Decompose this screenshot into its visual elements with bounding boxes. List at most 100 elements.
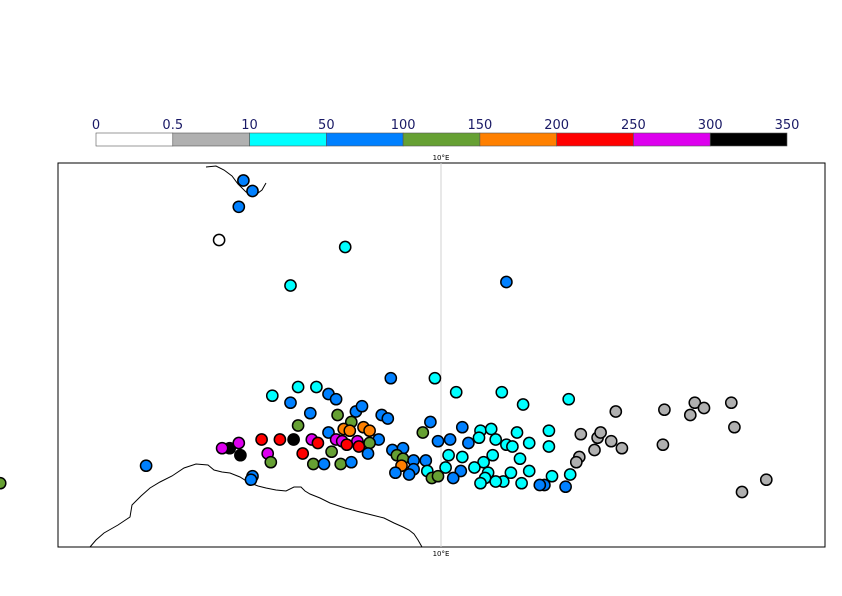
station-marker [683, 408, 697, 422]
station-marker [390, 448, 404, 462]
station-marker [420, 464, 434, 478]
station-marker [223, 441, 237, 455]
station-marker [344, 455, 358, 469]
station-marker [533, 478, 547, 492]
station-marker [396, 452, 410, 466]
station-marker [735, 485, 749, 499]
station-marker [478, 471, 492, 485]
station-marker [604, 434, 618, 448]
station-marker [237, 174, 250, 187]
station-marker [232, 200, 246, 214]
station-marker [306, 457, 320, 471]
station-marker [658, 403, 671, 417]
station-marker [287, 433, 300, 446]
station-marker [462, 436, 475, 450]
station-marker [355, 399, 369, 413]
legend-tick-label: 100 [391, 118, 416, 133]
station-marker [363, 424, 376, 438]
station-marker [724, 396, 738, 410]
station-marker [310, 380, 323, 394]
station-marker [455, 420, 469, 434]
station-marker [468, 461, 481, 474]
station-marker [431, 469, 445, 483]
station-marker [542, 440, 556, 453]
station-marker [477, 455, 490, 469]
station-marker [489, 475, 503, 488]
stations-layer [0, 174, 773, 499]
lon-label-bottom: 10°E [433, 550, 450, 558]
station-marker [516, 398, 530, 411]
station-marker [431, 434, 445, 448]
station-marker [563, 468, 577, 481]
station-marker [244, 473, 258, 487]
station-marker [395, 459, 408, 473]
station-marker [609, 405, 623, 418]
station-marker [363, 436, 376, 450]
station-marker [442, 448, 455, 462]
station-marker [513, 452, 527, 466]
station-marker [474, 424, 487, 438]
station-marker [215, 441, 229, 455]
station-marker [656, 438, 670, 452]
color-scale-legend: 0 0.5 10 50 100 150 200 250 300 350 [0, 0, 842, 150]
station-marker [357, 420, 370, 434]
station-marker [522, 464, 536, 478]
station-marker [559, 480, 572, 494]
map-frame [57, 162, 826, 548]
legend-swatch-3 [326, 132, 404, 147]
station-marker [139, 459, 153, 473]
station-marker [361, 447, 375, 460]
station-marker [569, 455, 583, 469]
station-marker [572, 450, 586, 464]
legend-tick-label: 300 [698, 118, 723, 133]
station-marker [522, 436, 536, 450]
station-marker [305, 433, 319, 446]
station-marker [496, 475, 510, 488]
station-marker [455, 450, 469, 464]
station-marker [594, 426, 607, 439]
legend-swatch-1 [172, 132, 250, 147]
station-marker [402, 468, 416, 481]
station-marker [246, 184, 259, 198]
station-marker [495, 385, 509, 399]
station-marker [322, 387, 335, 401]
station-marker [506, 440, 519, 453]
legend-tick-label: 200 [544, 118, 569, 133]
station-marker [0, 476, 7, 490]
station-marker [728, 420, 741, 434]
lon-label-top: 10°E [433, 154, 450, 162]
station-marker [284, 279, 297, 292]
station-marker [419, 454, 433, 467]
legend-swatch-5 [479, 132, 557, 147]
station-marker [588, 443, 601, 457]
station-marker [255, 433, 268, 446]
station-marker [335, 434, 349, 448]
station-marker [273, 433, 287, 446]
station-marker [446, 471, 460, 485]
station-marker [352, 440, 366, 453]
station-marker [574, 427, 588, 441]
coastline-south [89, 463, 423, 548]
station-marker [449, 385, 463, 399]
station-marker [334, 457, 348, 471]
station-marker [322, 426, 335, 439]
legend-swatch-0 [95, 132, 174, 147]
station-marker [329, 392, 343, 406]
station-marker [261, 447, 275, 460]
station-marker [344, 415, 358, 429]
station-marker [234, 448, 247, 462]
station-marker [443, 433, 457, 446]
legend-svg: 0 0.5 10 50 100 150 200 250 300 350 [92, 118, 799, 147]
station-marker [317, 457, 331, 471]
station-marker [381, 412, 395, 425]
legend-tick-label: 50 [318, 118, 335, 133]
station-marker [416, 426, 430, 439]
station-marker [407, 462, 420, 476]
station-marker [504, 466, 518, 480]
station-marker [542, 424, 556, 438]
legend-tick-label: 250 [621, 118, 646, 133]
station-marker [425, 471, 439, 485]
station-marker [284, 396, 297, 410]
station-marker [510, 426, 524, 439]
legend-swatch-7 [633, 132, 711, 147]
